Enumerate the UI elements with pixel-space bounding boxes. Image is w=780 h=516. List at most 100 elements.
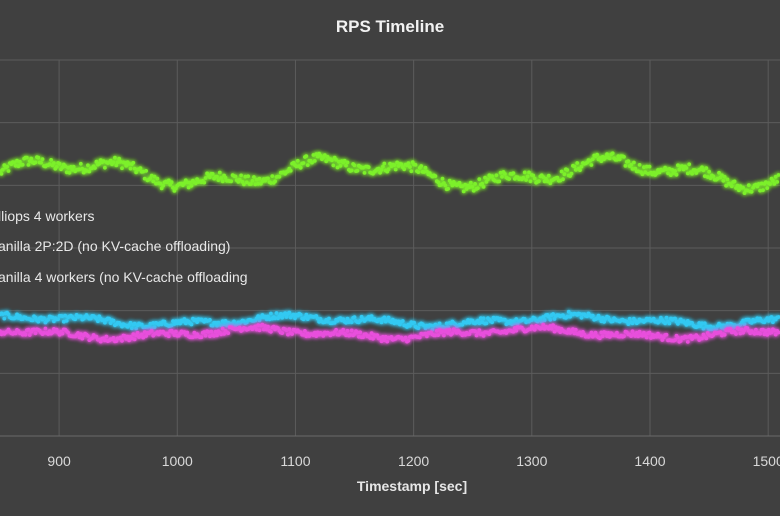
data-point (433, 333, 438, 338)
data-point (135, 330, 140, 335)
data-point (149, 173, 154, 178)
data-point (632, 160, 636, 165)
data-point (330, 158, 334, 163)
series-2 (0, 322, 780, 344)
data-point (588, 158, 592, 163)
data-point (256, 181, 260, 186)
data-point (335, 165, 340, 170)
data-point (490, 320, 494, 325)
data-point (210, 172, 215, 176)
data-point (18, 314, 22, 318)
data-point (166, 178, 171, 183)
data-point (555, 175, 560, 180)
data-point (229, 179, 234, 184)
data-point (651, 316, 656, 321)
data-point (598, 336, 602, 341)
data-point (769, 315, 774, 319)
data-point (745, 326, 750, 330)
data-point (80, 336, 85, 341)
data-point (528, 179, 533, 184)
data-point (0, 312, 5, 316)
data-point (630, 167, 635, 171)
data-point (406, 161, 411, 166)
data-point (494, 173, 499, 178)
data-point (152, 325, 157, 329)
data-point (366, 314, 371, 319)
data-point (303, 315, 307, 320)
data-point (358, 330, 363, 335)
data-point (86, 334, 90, 338)
x-tick-label-900: 900 (47, 453, 71, 469)
data-point (761, 188, 765, 193)
data-point (26, 327, 31, 332)
data-point (103, 338, 107, 343)
data-point (42, 316, 46, 321)
data-point (600, 316, 605, 320)
data-point (162, 319, 167, 324)
data-point (220, 179, 225, 184)
data-point (166, 334, 171, 339)
data-point (776, 315, 780, 319)
data-point (125, 334, 130, 339)
data-point (185, 330, 190, 335)
data-point (602, 320, 606, 324)
data-point (684, 335, 689, 340)
data-point (442, 333, 446, 338)
data-point (772, 328, 777, 333)
data-point (425, 334, 429, 339)
data-point (94, 334, 99, 339)
data-point (626, 322, 631, 326)
data-point (765, 186, 770, 191)
data-point (290, 332, 294, 336)
data-point (18, 159, 22, 164)
data-point (15, 158, 19, 163)
data-point (771, 178, 775, 183)
data-point (358, 318, 363, 323)
data-point (769, 330, 774, 335)
data-point (131, 160, 136, 165)
data-point (78, 314, 83, 319)
data-point (40, 157, 45, 162)
legend-entry-1: anilla 2P:2D (no KV-cache offloading) (0, 238, 230, 254)
data-point (718, 330, 723, 335)
data-point (345, 328, 350, 333)
data-point (382, 315, 387, 320)
data-point (219, 323, 224, 328)
data-point (539, 319, 544, 324)
data-point (151, 321, 156, 325)
data-point (43, 326, 48, 331)
data-point (483, 175, 487, 180)
data-point (280, 315, 285, 320)
data-point (758, 331, 762, 336)
data-point (626, 159, 631, 164)
data-point (26, 163, 31, 167)
data-point (776, 330, 780, 335)
data-point (327, 316, 331, 321)
data-point (392, 163, 397, 168)
data-point (337, 159, 341, 164)
data-point (219, 176, 224, 180)
data-point (600, 334, 605, 339)
data-point (355, 330, 360, 335)
data-point (643, 170, 648, 175)
data-point (704, 336, 709, 341)
data-point (633, 334, 638, 338)
data-point (393, 167, 398, 172)
data-point (151, 179, 156, 184)
data-point (507, 177, 511, 181)
data-point (356, 334, 361, 339)
data-point (111, 336, 116, 340)
data-point (243, 174, 248, 179)
x-axis-title: Timestamp [sec] (357, 478, 467, 494)
data-point (562, 172, 567, 177)
data-point (189, 322, 194, 327)
data-point (101, 159, 106, 164)
data-point (148, 321, 153, 326)
data-point (174, 329, 178, 334)
data-point (541, 175, 546, 179)
data-point (481, 316, 486, 321)
data-point (124, 163, 129, 168)
data-point (396, 319, 401, 324)
data-point (310, 160, 314, 165)
